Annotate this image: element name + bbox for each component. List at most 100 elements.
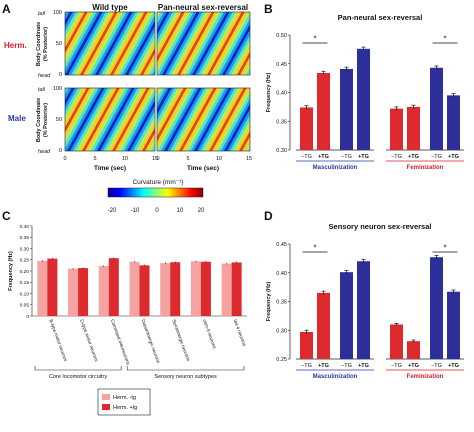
kymograph-stripe	[231, 40, 250, 75]
kymograph-stripe	[94, 88, 133, 151]
kymograph-stripe	[127, 100, 155, 151]
kymograph-stripe	[88, 88, 127, 151]
bar-label: +TG	[358, 363, 369, 369]
group-bracket	[34, 366, 122, 371]
kymograph-stripe	[97, 88, 136, 151]
kymograph-stripe	[65, 88, 103, 151]
kymograph-stripe	[164, 88, 203, 151]
bar	[190, 261, 201, 316]
bar-label: +TG	[358, 154, 369, 160]
category-label: osm-9 neurons	[202, 319, 217, 350]
kymograph-stripe	[225, 29, 250, 75]
kymograph-stripe	[173, 88, 212, 151]
bar	[200, 261, 211, 316]
category-label: D-type motor neurons	[79, 319, 99, 363]
ytick-100: 100	[53, 86, 62, 92]
kymograph-stripe	[67, 88, 106, 151]
kymograph-stripe	[204, 12, 243, 75]
bar	[357, 48, 370, 150]
legend-label: Herm. -tg	[113, 395, 136, 401]
bar	[78, 268, 89, 316]
y-tick-label: 0	[26, 314, 29, 320]
kymograph-stripe	[242, 136, 250, 151]
col-title-pan-neural: Pan-neural sex-reversal	[158, 3, 248, 12]
bar-label: +TG	[448, 154, 459, 160]
tail-label: tail	[38, 11, 46, 17]
bar-label: −TG	[431, 154, 442, 160]
y-tick-label: 0.25	[276, 357, 287, 363]
bar	[447, 291, 460, 359]
category-label: Dopaminergic neurons	[141, 319, 162, 365]
kymograph-stripe	[188, 88, 227, 151]
kymograph-stripe	[177, 12, 216, 75]
kymograph-stripe	[176, 88, 215, 151]
row-label-male: Male	[8, 114, 26, 123]
kymograph-stripe	[213, 12, 250, 75]
group-label: Masculinization	[313, 374, 358, 380]
y-tick-label: 0.30	[276, 148, 287, 154]
kymograph-stripe	[118, 88, 155, 151]
category-label: B-type motor neurons	[48, 319, 68, 363]
head-label: head	[38, 73, 51, 79]
ylabel-line-1: Body Coordinate	[36, 98, 42, 142]
bar	[47, 258, 58, 316]
bar	[139, 265, 150, 316]
kymograph-stripe	[65, 12, 104, 75]
bar-label: +TG	[318, 154, 329, 160]
xtick-15: 15	[152, 156, 158, 162]
kymograph-stripe	[219, 18, 250, 75]
kymograph-stripe	[112, 88, 151, 151]
ylabel-line-2: (% Posterior)	[43, 27, 49, 61]
kymograph-stripe	[183, 12, 222, 75]
kymograph-stripe	[124, 94, 155, 151]
kymograph-stripe	[89, 12, 128, 75]
panel-a: Wild type Pan-neural sex-reversal Herm. …	[4, 3, 252, 214]
kymograph-stripe	[91, 88, 130, 151]
kymograph-stripe	[103, 88, 142, 151]
bar	[231, 262, 242, 316]
bar	[390, 108, 403, 150]
kymograph-stripe	[246, 67, 250, 75]
kymograph-stripe	[207, 12, 246, 75]
bar	[340, 272, 353, 359]
kymograph-stripe	[110, 12, 149, 75]
legend-swatch	[102, 394, 110, 400]
bar-label: −TG	[301, 154, 312, 160]
chart-title: Sensory neuron sex-reversal	[329, 222, 432, 231]
kymograph-stripe	[228, 34, 250, 75]
category-label: Serotonergic neurons	[171, 319, 191, 363]
y-tick-label: 0.05	[20, 303, 30, 309]
bar	[317, 292, 330, 359]
ytick-0: 0	[59, 148, 62, 154]
kymograph-stripe	[201, 12, 240, 75]
kymograph-stripe	[157, 12, 195, 75]
ylabel-line-1: Body Coordinate	[36, 22, 42, 66]
kymograph-stripe	[221, 98, 250, 151]
panel-d-chart: Sensory neuron sex-reversal 0.25 0.30 0.35 0…	[266, 222, 464, 380]
kymograph-stripe	[192, 12, 231, 75]
y-tick-label: 0.40	[276, 91, 287, 97]
kymograph-stripe	[182, 88, 221, 151]
legend: Herm. -tg Herm. +tg	[97, 388, 151, 416]
kymograph-stripe	[195, 12, 234, 75]
kymograph-stripe	[140, 47, 155, 75]
kymograph-stripe	[143, 53, 155, 75]
kymograph-stripe	[206, 88, 245, 151]
kymograph-stripe	[73, 88, 112, 151]
significance-star: *	[443, 244, 446, 253]
significance-star: *	[313, 244, 316, 253]
kymograph-stripe	[92, 12, 131, 75]
kymograph-stripe	[80, 12, 119, 75]
kymograph-stripe	[194, 88, 233, 151]
bar	[160, 263, 171, 316]
col-title-wild-type: Wild type	[92, 3, 128, 12]
kymograph-stripe	[85, 88, 124, 151]
bar	[221, 263, 232, 316]
xtick-5: 5	[93, 156, 96, 162]
bar	[108, 258, 119, 316]
bar-label: +TG	[318, 363, 329, 369]
bar-label: −TG	[391, 363, 402, 369]
bar-label: +TG	[408, 154, 419, 160]
legend-swatch	[102, 404, 110, 410]
